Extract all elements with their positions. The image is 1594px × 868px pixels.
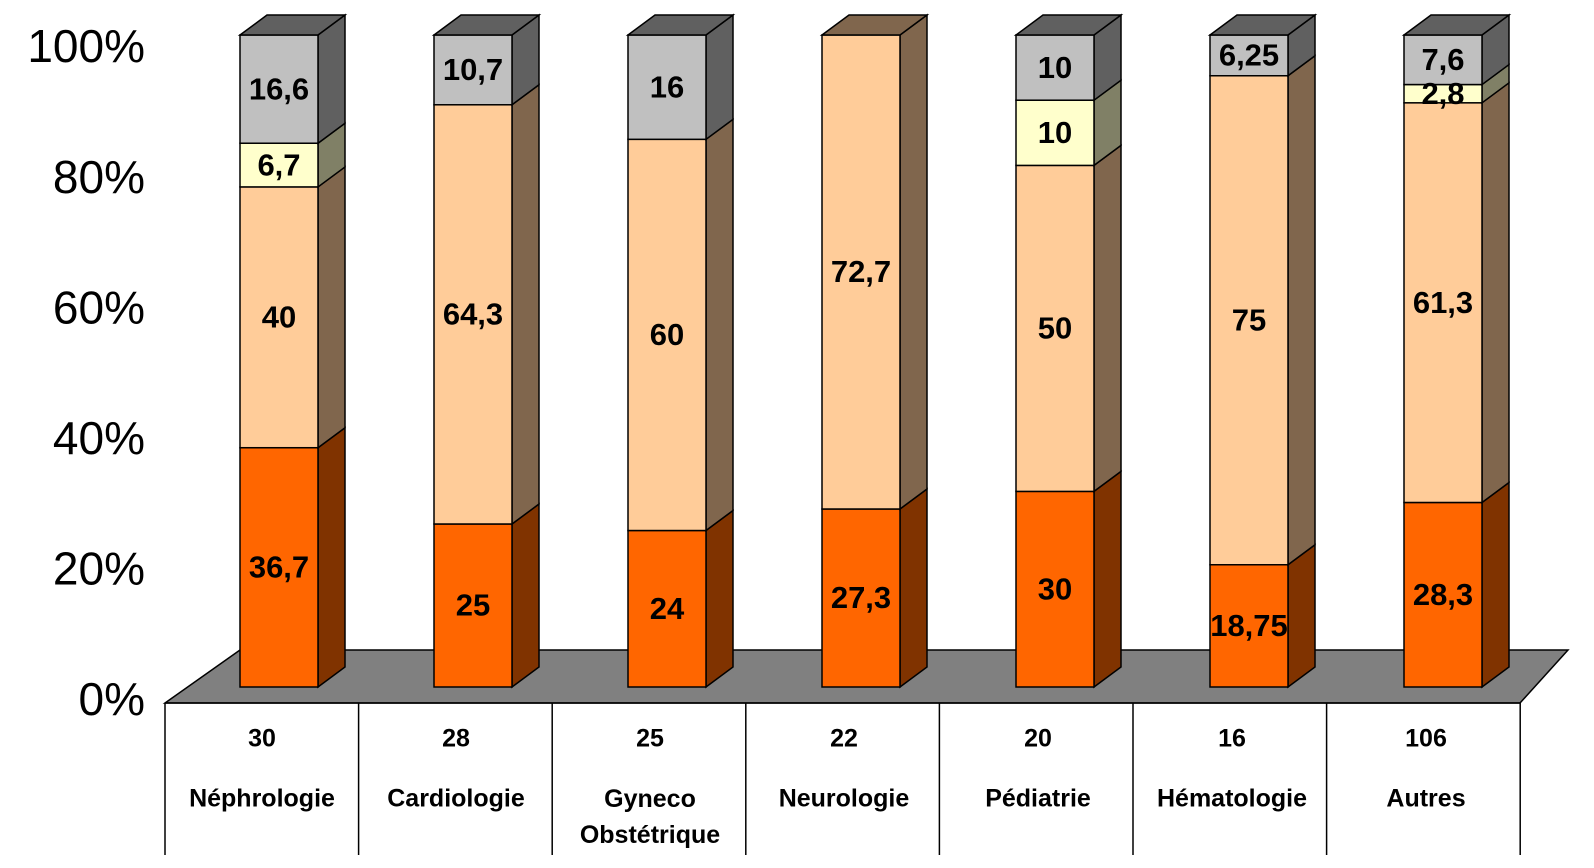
y-tick-label: 40%	[53, 412, 145, 464]
value-label: 6,25	[1219, 38, 1279, 73]
category-count: 22	[830, 725, 858, 753]
bar-segment	[1209, 34, 1289, 77]
category-label: Cardiologie	[387, 785, 525, 813]
value-label: 7,6	[1421, 42, 1464, 77]
y-tick-label: 20%	[53, 543, 145, 595]
value-label: 28,3	[1413, 577, 1473, 612]
category-count: 106	[1405, 725, 1447, 753]
bar-side	[899, 487, 928, 689]
bar-top	[625, 14, 736, 36]
value-label: 16	[650, 69, 684, 104]
value-label: 10	[1038, 50, 1072, 85]
category-label: Gyneco Obstétrique	[580, 785, 720, 849]
bar-side	[1287, 543, 1316, 689]
value-label: 60	[650, 317, 684, 352]
bar-segment	[1015, 490, 1095, 688]
value-label: 61,3	[1413, 285, 1473, 320]
y-tick-label: 60%	[53, 281, 145, 333]
y-tick-label: 0%	[79, 673, 145, 725]
y-tick-label: 100%	[27, 20, 145, 72]
bar-segment	[1015, 164, 1095, 493]
bar-side	[317, 426, 346, 689]
value-label: 2,8	[1421, 76, 1464, 111]
bar-segment	[1015, 34, 1095, 101]
category-count: 30	[248, 725, 276, 753]
bar-segment	[239, 142, 319, 188]
bar-segment	[239, 446, 319, 688]
category-label: Pédiatrie	[985, 785, 1091, 813]
value-label: 72,7	[831, 254, 891, 289]
bar-segment	[1209, 75, 1289, 566]
category-label: Autres	[1386, 785, 1465, 813]
bar-side	[511, 83, 540, 526]
bar-segment	[433, 34, 513, 106]
value-label: 6,7	[257, 147, 300, 182]
value-label: 24	[650, 591, 685, 626]
value-label: 10,7	[443, 52, 503, 87]
bar-side	[899, 13, 928, 511]
category-count: 20	[1024, 725, 1052, 753]
category-count: 16	[1218, 725, 1246, 753]
value-label: 36,7	[249, 550, 309, 585]
category-count: 25	[636, 725, 664, 753]
bar-side	[1481, 480, 1510, 689]
bar-side	[1093, 469, 1122, 689]
bar-side	[317, 165, 346, 450]
bar-segment	[1209, 564, 1289, 688]
bar-side	[1287, 54, 1316, 567]
bar-side	[705, 117, 734, 533]
bar-side	[705, 509, 734, 689]
bar-top	[819, 14, 930, 36]
value-label: 16,6	[249, 71, 309, 106]
value-label: 18,75	[1210, 608, 1288, 643]
category-label: Néphrologie	[189, 785, 335, 813]
value-label: 50	[1038, 311, 1072, 346]
value-label: 25	[456, 588, 490, 623]
bar-side	[511, 502, 540, 689]
value-label: 64,3	[443, 297, 503, 332]
bar-segment	[433, 104, 513, 525]
bar-segment	[627, 138, 707, 532]
bar-side	[1093, 143, 1122, 493]
bar-segment	[433, 523, 513, 688]
bar-segment	[1403, 34, 1483, 86]
bar-top	[1013, 14, 1124, 36]
category-count: 28	[442, 725, 470, 753]
bar-segment	[239, 186, 319, 449]
bar-top	[431, 14, 542, 36]
category-label: Hématologie	[1157, 785, 1307, 813]
value-label: 27,3	[831, 580, 891, 615]
bar-side	[705, 13, 734, 141]
bar-side	[317, 13, 346, 145]
value-label: 40	[262, 300, 296, 335]
bar-segment	[627, 529, 707, 688]
bar-segment	[239, 34, 319, 144]
category-label: Neurologie	[779, 785, 910, 813]
bar-side	[1481, 81, 1510, 504]
bar-top	[1207, 14, 1318, 36]
bar-segment	[627, 34, 707, 141]
bar-segment	[1015, 99, 1095, 167]
bar-top	[237, 14, 348, 36]
value-label: 10	[1038, 115, 1072, 150]
bar-segment	[821, 34, 901, 510]
y-tick-label: 80%	[53, 151, 145, 203]
value-label: 30	[1038, 571, 1072, 606]
bar-top	[1401, 14, 1512, 36]
value-label: 75	[1232, 302, 1266, 337]
